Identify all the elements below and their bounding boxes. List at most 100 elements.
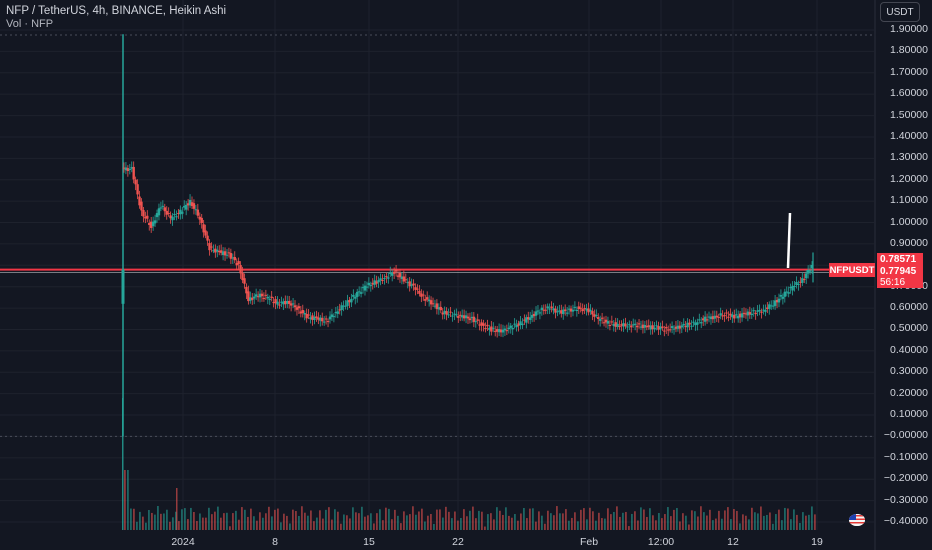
candle-body — [482, 323, 485, 326]
volume-bar — [358, 513, 360, 530]
volume-bar — [220, 517, 222, 530]
symbol-title[interactable]: NFP / TetherUS, 4h, BINANCE, Heikin Ashi — [6, 5, 227, 17]
candle-body — [546, 306, 549, 309]
volume-bar — [145, 522, 147, 530]
volume-bar — [508, 515, 510, 530]
volume-bar — [712, 520, 714, 530]
candle-body — [266, 296, 270, 299]
volume-bar — [304, 512, 306, 530]
volume-bar — [664, 514, 666, 530]
candle-body — [618, 326, 621, 328]
candle-body — [315, 316, 318, 318]
annotation-line — [786, 212, 792, 269]
candle-body — [363, 285, 367, 291]
price-axis-label: −0.40000 — [883, 515, 928, 527]
price-axis-label: 1.50000 — [890, 108, 928, 121]
candle-body — [398, 273, 402, 278]
volume-bar — [778, 509, 780, 530]
candle-body — [313, 316, 316, 321]
candle-body — [387, 277, 390, 279]
candle-body — [138, 196, 141, 206]
volume-bar — [442, 517, 444, 530]
volume-bar — [298, 515, 300, 530]
volume-bar — [685, 515, 687, 530]
volume-bar — [364, 516, 366, 530]
candle-body — [593, 314, 596, 317]
volume-bar — [499, 510, 501, 530]
candle-body — [235, 263, 238, 266]
volume-bar — [448, 511, 450, 530]
volume-bar — [250, 508, 252, 530]
candle-body — [729, 313, 732, 316]
volume-bar — [406, 515, 408, 530]
candle-body — [365, 286, 369, 288]
volume-bar — [322, 518, 324, 530]
time-axis-label: 2024 — [171, 536, 195, 548]
candle-body — [291, 303, 295, 305]
volume-bar — [310, 510, 312, 530]
volume-bar — [454, 511, 456, 530]
candle-body — [779, 295, 783, 297]
price-axis-label: 1.40000 — [890, 129, 928, 142]
candle-body — [171, 216, 174, 221]
volume-bar — [736, 510, 738, 530]
candle-body — [663, 330, 666, 332]
volume-bar — [592, 511, 594, 530]
time-axis-label: 12:00 — [647, 536, 675, 548]
candle-body — [744, 313, 748, 315]
candle-body — [602, 322, 606, 324]
price-axis-label: 0.40000 — [890, 343, 928, 356]
candle-body — [507, 327, 511, 330]
candle-body — [208, 243, 211, 251]
volume-bar — [520, 513, 522, 530]
candle-body — [612, 323, 615, 327]
candle-body — [177, 212, 180, 214]
volume-bar — [169, 521, 171, 530]
candle-body — [460, 315, 464, 318]
volume-bar — [754, 512, 756, 530]
us-flag-icon[interactable] — [849, 514, 865, 526]
volume-bar — [340, 523, 342, 530]
candle-body — [684, 325, 687, 328]
candle-body — [472, 316, 476, 323]
volume-bar — [391, 519, 393, 530]
candle-body — [375, 281, 378, 284]
candle-body — [610, 321, 614, 323]
candle-body — [804, 273, 808, 279]
volume-bar — [271, 516, 273, 530]
candle-body — [806, 269, 810, 274]
volume-bar — [562, 513, 564, 530]
volume-bar — [160, 513, 162, 530]
candle-body — [577, 306, 580, 310]
candle-body — [219, 250, 223, 253]
candle-body — [165, 210, 168, 215]
candle-body — [532, 313, 536, 317]
volume-bar — [670, 516, 672, 530]
currency-button[interactable]: USDT — [880, 2, 920, 22]
candle-body — [140, 201, 143, 211]
candle-body — [672, 328, 676, 330]
volume-legend[interactable]: Vol · NFP — [6, 18, 54, 30]
candle-body — [443, 310, 446, 314]
volume-bar — [649, 508, 651, 530]
candle-body — [459, 314, 462, 316]
candle-body — [499, 329, 503, 333]
volume-bar — [130, 508, 132, 530]
volume-bar — [229, 526, 231, 530]
volume-bar — [247, 516, 249, 530]
candle-body — [311, 315, 314, 320]
candle-body — [563, 309, 567, 311]
candle-body — [756, 310, 759, 312]
volume-bar — [496, 507, 498, 530]
candle-body — [130, 167, 133, 169]
candle-body — [239, 265, 242, 274]
candle-body — [241, 272, 244, 281]
candle-body — [153, 220, 157, 224]
volume-bar — [724, 510, 726, 530]
volume-bar — [604, 518, 606, 530]
candle-body — [148, 222, 151, 225]
candle-body — [665, 327, 668, 329]
high-price-tag: 0.78571 — [877, 253, 923, 265]
